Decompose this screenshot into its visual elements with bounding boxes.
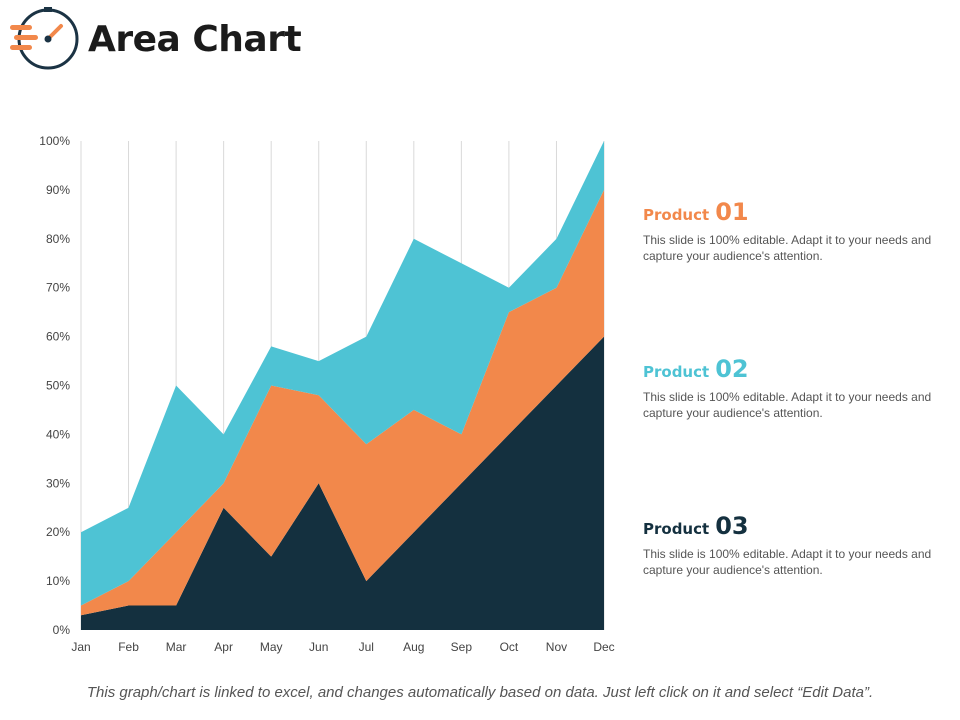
y-tick-label: 10% bbox=[46, 574, 70, 588]
legend-product-01: Product 01 This slide is 100% editable. … bbox=[643, 198, 943, 264]
legend-product-02: Product 02 This slide is 100% editable. … bbox=[643, 355, 943, 421]
legend-product-01-word: Product bbox=[643, 206, 710, 224]
legend-product-01-description: This slide is 100% editable. Adapt it to… bbox=[643, 233, 932, 263]
x-tick-label-oct: Oct bbox=[500, 640, 519, 654]
y-tick-label: 0% bbox=[53, 623, 71, 637]
y-tick-label: 80% bbox=[46, 232, 70, 246]
y-tick-label: 100% bbox=[39, 134, 70, 148]
x-tick-label-apr: Apr bbox=[214, 640, 233, 654]
y-tick-label: 60% bbox=[46, 330, 70, 344]
x-tick-label-mar: Mar bbox=[166, 640, 187, 654]
y-tick-label: 40% bbox=[46, 427, 70, 441]
header: Area Chart bbox=[8, 6, 302, 72]
area-product-03 bbox=[81, 336, 604, 630]
y-tick-label: 70% bbox=[46, 281, 70, 295]
page-title: Area Chart bbox=[88, 18, 302, 60]
legend-product-01-title: Product 01 bbox=[643, 198, 943, 226]
x-tick-label-sep: Sep bbox=[451, 640, 473, 654]
x-tick-label-aug: Aug bbox=[403, 640, 424, 654]
x-tick-label-nov: Nov bbox=[546, 640, 567, 654]
legend-product-01-number: 01 bbox=[715, 198, 749, 226]
x-tick-label-may: May bbox=[260, 640, 283, 654]
area-product-02 bbox=[81, 189, 604, 616]
x-tick-label-jan: Jan bbox=[71, 640, 90, 654]
y-tick-label: 90% bbox=[46, 183, 70, 197]
legend-product-03: Product 03 This slide is 100% editable. … bbox=[643, 512, 943, 578]
legend-product-02-description: This slide is 100% editable. Adapt it to… bbox=[643, 390, 932, 420]
x-tick-label-feb: Feb bbox=[118, 640, 139, 654]
x-tick-label-jun: Jun bbox=[309, 640, 328, 654]
area-product-01 bbox=[81, 141, 604, 606]
legend-product-02-number: 02 bbox=[715, 355, 749, 383]
legend-product-03-title: Product 03 bbox=[643, 512, 943, 540]
x-tick-label-dec: Dec bbox=[593, 640, 614, 654]
y-tick-label: 50% bbox=[46, 379, 70, 393]
legend-product-03-word: Product bbox=[643, 520, 710, 538]
legend-product-02-title: Product 02 bbox=[643, 355, 943, 383]
legend-product-03-number: 03 bbox=[715, 512, 749, 540]
y-tick-label: 20% bbox=[46, 525, 70, 539]
legend-product-03-description: This slide is 100% editable. Adapt it to… bbox=[643, 547, 932, 577]
y-tick-label: 30% bbox=[46, 476, 70, 490]
legend-product-02-word: Product bbox=[643, 363, 710, 381]
x-tick-label-jul: Jul bbox=[359, 640, 374, 654]
footer-note: This graph/chart is linked to excel, and… bbox=[86, 684, 874, 701]
speedometer-icon bbox=[10, 7, 79, 70]
